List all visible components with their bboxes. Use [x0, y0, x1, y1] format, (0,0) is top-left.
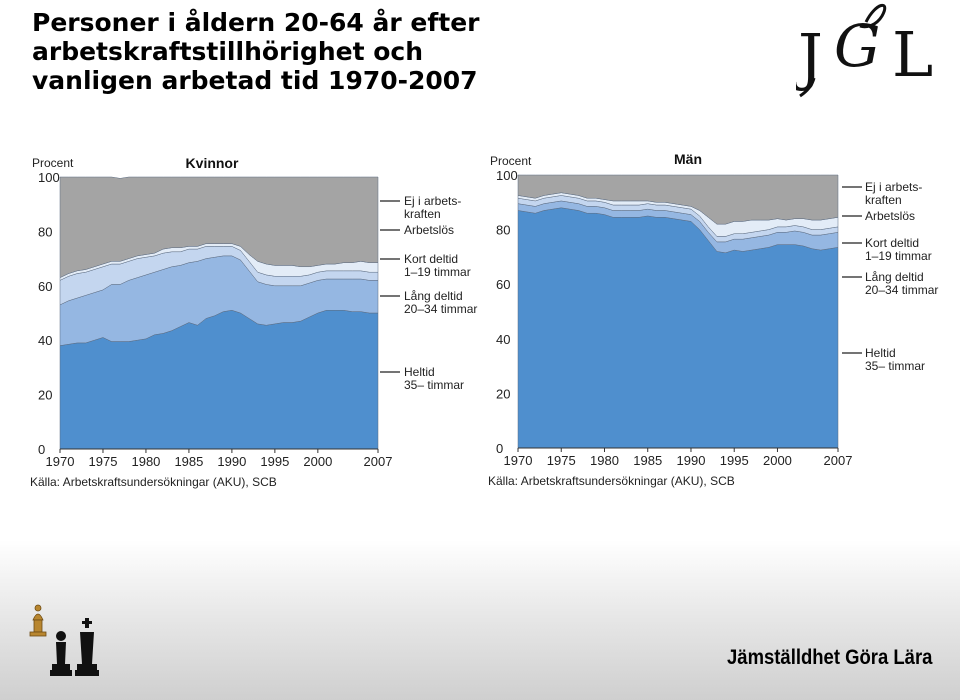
legend-item-arbetslos: Arbetslös — [380, 223, 454, 237]
y-tick-label: 20 — [496, 386, 510, 401]
x-tick-label: 1980 — [131, 454, 160, 469]
y-tick-label: 40 — [496, 332, 510, 347]
legend-label: Heltid — [865, 346, 896, 360]
chess-bishop-gold — [29, 604, 47, 637]
y-tick-label: 60 — [38, 279, 52, 294]
x-tick-label: 1990 — [217, 454, 246, 469]
page-title-line2: vanligen arbetad tid 1970-2007 — [32, 66, 478, 95]
x-tick-label: 1990 — [677, 453, 706, 468]
legend-label: kraften — [865, 193, 902, 207]
jl-logo-swash — [859, 4, 887, 29]
footer-brand: Jämställdhet Göra Lära — [726, 646, 932, 669]
x-tick-label: 2007 — [364, 454, 393, 469]
legend-label: 1–19 timmar — [404, 265, 471, 279]
series-area-ej_i_arbetskraften — [517, 174, 839, 225]
legend-label: Ej i arbets- — [865, 180, 922, 194]
chess-pieces-image — [29, 604, 99, 676]
y-axis-label: Procent — [32, 156, 74, 170]
y-tick-label: 80 — [38, 224, 52, 239]
legend-label: Lång deltid — [404, 289, 463, 303]
y-axis-label: Procent — [490, 154, 532, 168]
chess-pawn-black — [50, 631, 72, 676]
legend-label: Ej i arbets- — [404, 194, 461, 208]
x-tick-label: 1970 — [504, 453, 533, 468]
jl-logo-j: J — [796, 20, 823, 93]
x-tick-label: 2000 — [763, 453, 792, 468]
legend-label: kraften — [404, 207, 441, 221]
legend-label: Heltid — [404, 365, 435, 379]
jl-logo-tail — [799, 77, 816, 98]
x-tick-label: 2000 — [303, 454, 332, 469]
y-tick-label: 40 — [38, 333, 52, 348]
legend-label: Arbetslös — [865, 209, 915, 223]
y-tick-label: 100 — [38, 170, 60, 185]
page-title: Personer i åldern 20-64 år efter arbetsk… — [32, 8, 792, 95]
x-tick-label: 1970 — [46, 454, 75, 469]
page-title-line1: Personer i åldern 20-64 år efter arbetsk… — [32, 8, 480, 66]
chart-source: Källa: Arbetskraftsundersökningar (AKU),… — [488, 474, 735, 488]
legend-label: Lång deltid — [865, 270, 924, 284]
legend-item-arbetslos: Arbetslös — [842, 209, 915, 223]
chart-source: Källa: Arbetskraftsundersökningar (AKU),… — [30, 475, 277, 489]
chart-title: Män — [674, 151, 702, 167]
x-tick-label: 1975 — [547, 453, 576, 468]
y-tick-label: 100 — [496, 168, 518, 183]
legend-label: 35– timmar — [404, 378, 464, 392]
x-tick-label: 1995 — [720, 453, 749, 468]
x-tick-label: 1985 — [633, 453, 662, 468]
x-tick-label: 1985 — [174, 454, 203, 469]
y-tick-label: 60 — [496, 277, 510, 292]
legend-label: 35– timmar — [865, 359, 925, 373]
series-area-ej_i_arbetskraften — [59, 176, 379, 279]
legend-label: Arbetslös — [404, 223, 454, 237]
y-tick-label: 0 — [496, 441, 503, 456]
x-tick-label: 2007 — [824, 453, 853, 468]
legend-item-ej_i_arbetskraften: Ej i arbets-kraften — [842, 180, 922, 207]
y-tick-label: 80 — [496, 223, 510, 238]
legend-label: Kort deltid — [404, 252, 458, 266]
legend-label: 20–34 timmar — [404, 302, 477, 316]
chart-title: Kvinnor — [186, 155, 239, 171]
jl-logo-l: L — [892, 18, 933, 91]
jl-logo: J G L — [796, 4, 933, 98]
x-tick-label: 1995 — [260, 454, 289, 469]
x-tick-label: 1975 — [89, 454, 118, 469]
legend-label: 1–19 timmar — [865, 249, 932, 263]
y-tick-label: 20 — [38, 388, 52, 403]
y-tick-label: 0 — [38, 442, 45, 457]
chess-king-black — [75, 618, 99, 676]
legend-label: Kort deltid — [865, 236, 919, 250]
x-tick-label: 1980 — [590, 453, 619, 468]
legend-label: 20–34 timmar — [865, 283, 938, 297]
legend-item-ej_i_arbetskraften: Ej i arbets-kraften — [380, 194, 461, 221]
